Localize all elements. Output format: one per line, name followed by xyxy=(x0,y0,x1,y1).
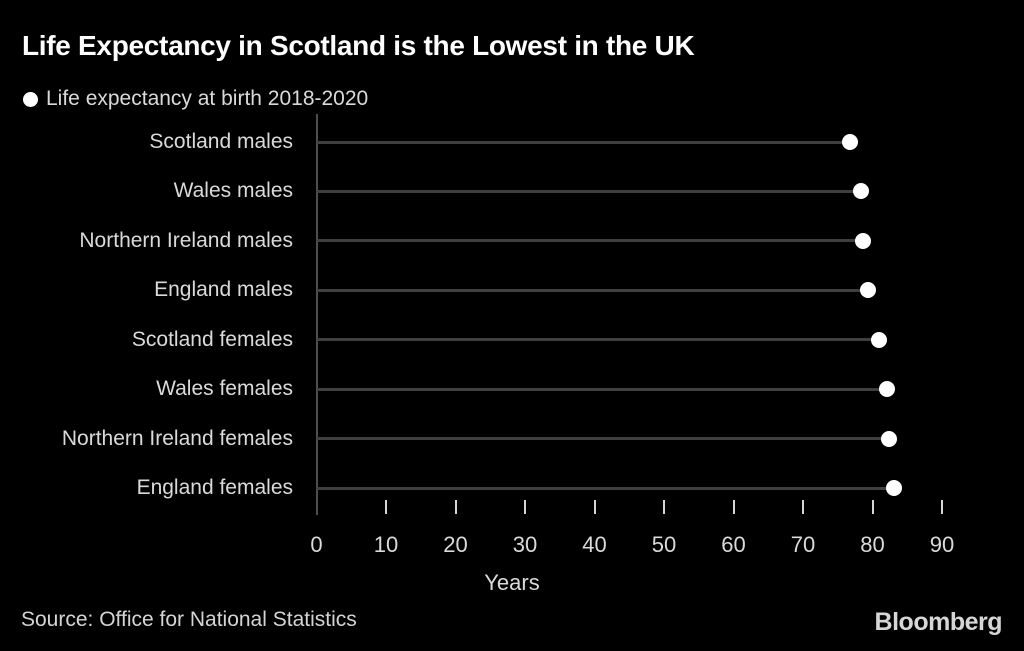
x-axis-tick-label: 90 xyxy=(929,532,955,557)
data-point xyxy=(881,430,898,447)
legend: Life expectancy at birth 2018-2020 xyxy=(23,87,368,111)
legend-label: Life expectancy at birth 2018-2020 xyxy=(46,87,369,110)
x-axis-tick xyxy=(524,500,526,514)
category-label: Northern Ireland males xyxy=(79,228,293,252)
x-axis-tick xyxy=(941,500,943,514)
x-axis-tick xyxy=(663,500,665,514)
x-axis-tick xyxy=(593,500,596,514)
category-label: Scotland males xyxy=(149,130,293,153)
legend-dot-icon xyxy=(23,91,38,107)
chart-title: Life Expectancy in Scotland is the Lowes… xyxy=(22,30,695,61)
x-axis-tick-label: 0 xyxy=(310,532,323,557)
data-point xyxy=(886,480,903,497)
x-axis-title: Years xyxy=(484,570,540,595)
category-label: England females xyxy=(136,476,293,500)
x-axis-tick-label: 20 xyxy=(443,532,468,557)
lollipop-line xyxy=(316,437,890,441)
x-axis-tick-label: 80 xyxy=(860,532,885,557)
data-point xyxy=(842,134,859,150)
x-axis-tick xyxy=(871,500,874,514)
data-point xyxy=(879,381,896,398)
category-label: England males xyxy=(154,278,293,302)
lollipop-line xyxy=(316,189,861,193)
category-label: Northern Ireland females xyxy=(61,426,293,450)
category-label: Wales females xyxy=(156,377,293,401)
category-label: Scotland females xyxy=(131,327,293,351)
x-axis-tick xyxy=(732,500,735,514)
x-axis-tick-label: 30 xyxy=(512,532,538,557)
x-axis-tick-label: 40 xyxy=(582,532,607,557)
bloomberg-logo: Bloomberg xyxy=(874,608,1003,636)
data-point xyxy=(860,282,877,299)
lollipop-line xyxy=(316,140,851,144)
x-axis-tick-label: 60 xyxy=(721,532,746,557)
lollipop-line xyxy=(316,387,888,391)
data-point xyxy=(855,232,872,249)
lollipop-line xyxy=(316,239,864,243)
data-point xyxy=(852,183,869,200)
x-axis-tick xyxy=(454,500,457,514)
source-note: Source: Office for National Statistics xyxy=(21,608,357,631)
x-axis-tick-label: 50 xyxy=(651,532,677,557)
x-axis-tick-label: 10 xyxy=(373,532,399,557)
x-axis-tick xyxy=(385,500,387,514)
lollipop-line xyxy=(316,486,895,490)
x-axis-tick xyxy=(802,500,804,514)
x-axis-tick-label: 70 xyxy=(790,532,816,557)
category-label: Wales males xyxy=(173,179,293,203)
lollipop-line xyxy=(316,288,869,292)
lollipop-line xyxy=(316,338,880,342)
y-axis-line xyxy=(316,114,318,515)
data-point xyxy=(871,331,888,348)
